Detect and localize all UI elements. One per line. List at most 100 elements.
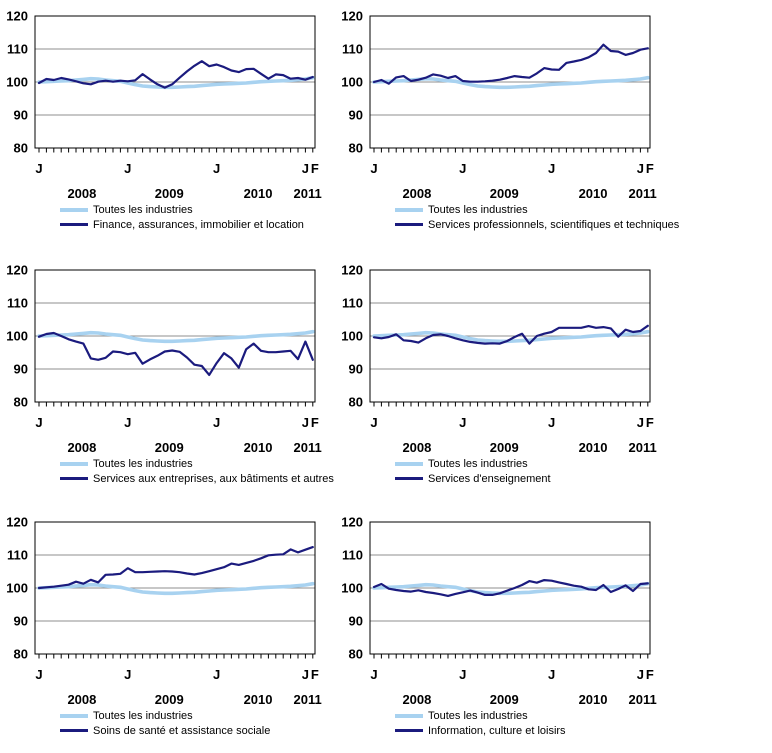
- legend: Toutes les industries Services professio…: [395, 203, 679, 232]
- x-month-label: J: [35, 161, 42, 176]
- legend-label: Toutes les industries: [93, 204, 193, 217]
- x-year-label-2011: 2011: [294, 692, 322, 707]
- y-axis-label-90: 90: [349, 362, 363, 377]
- x-month-label: F: [646, 415, 654, 430]
- x-month-label: J: [637, 667, 644, 682]
- legend-label: Services professionnels, scientifiques e…: [428, 218, 680, 231]
- industry-line-swatch: [60, 729, 88, 733]
- y-axis-label-80: 80: [14, 141, 28, 156]
- x-month-label: J: [459, 161, 466, 176]
- x-year-label-2009: 2009: [490, 186, 519, 201]
- y-axis-label-120: 120: [6, 9, 28, 24]
- industry-line-swatch: [60, 477, 88, 481]
- x-month-label: F: [646, 161, 654, 176]
- x-month-label: J: [637, 161, 644, 176]
- y-axis-label-110: 110: [7, 42, 28, 57]
- all-industries-line-swatch: [395, 208, 423, 213]
- x-month-label: J: [459, 667, 466, 682]
- x-year-label-2008: 2008: [67, 186, 96, 201]
- x-year-label-2009: 2009: [155, 440, 184, 455]
- chart-cell-services-professionnels: 120 110 100 90 80 J J J J F 2008 2009 2010 2011 Toute…: [335, 6, 679, 246]
- legend-label: Toutes les industries: [428, 710, 528, 723]
- x-month-label: J: [637, 415, 644, 430]
- industry-line-swatch: [395, 477, 423, 481]
- y-axis-label-120: 120: [341, 515, 363, 530]
- x-year-label-2010: 2010: [579, 186, 608, 201]
- all-industries-line-swatch: [60, 208, 88, 213]
- x-year-label-2008: 2008: [402, 692, 431, 707]
- all-industries-line-swatch: [395, 462, 423, 467]
- y-axis-label-100: 100: [6, 75, 28, 90]
- plot-frame: [369, 269, 651, 403]
- x-month-label: J: [548, 415, 555, 430]
- y-axis-label-100: 100: [341, 75, 363, 90]
- x-month-label: J: [302, 667, 309, 682]
- x-month-label: F: [311, 161, 319, 176]
- y-axis-label-90: 90: [14, 362, 28, 377]
- y-axis-label-110: 110: [7, 296, 28, 311]
- x-month-label: J: [35, 415, 42, 430]
- legend-row-industry: Services d'enseignement: [395, 472, 551, 487]
- x-year-label-2011: 2011: [294, 440, 322, 455]
- y-axis-label-80: 80: [349, 647, 363, 662]
- x-month-label: F: [311, 415, 319, 430]
- legend-row-all-industries: Toutes les industries: [60, 709, 270, 724]
- x-month-label: J: [213, 161, 220, 176]
- y-axis-label-100: 100: [341, 581, 363, 596]
- y-axis-label-90: 90: [349, 614, 363, 629]
- x-year-label-2010: 2010: [244, 186, 273, 201]
- x-year-label-2008: 2008: [402, 440, 431, 455]
- legend: Toutes les industries Soins de santé et …: [60, 709, 270, 738]
- legend-row-all-industries: Toutes les industries: [60, 203, 304, 218]
- series-line-industry: [372, 324, 649, 345]
- y-axis-label-120: 120: [6, 263, 28, 278]
- legend: Toutes les industries Information, cultu…: [395, 709, 566, 738]
- x-year-label-2008: 2008: [67, 692, 96, 707]
- y-axis-label-110: 110: [342, 548, 363, 563]
- chart-cell-finance: 120 110 100 90 80 J J J J F 2008 2009 2010 2011 Toute…: [0, 6, 335, 246]
- legend-row-industry: Services professionnels, scientifiques e…: [395, 218, 679, 233]
- y-axis-label-100: 100: [6, 329, 28, 344]
- x-year-label-2010: 2010: [244, 692, 273, 707]
- legend-row-all-industries: Toutes les industries: [395, 457, 551, 472]
- y-axis-label-90: 90: [14, 108, 28, 123]
- y-axis-label-80: 80: [349, 141, 363, 156]
- legend-row-industry: Soins de santé et assistance sociale: [60, 724, 270, 739]
- x-month-label: J: [548, 161, 555, 176]
- y-axis-label-80: 80: [14, 395, 28, 410]
- series-line-industry: [37, 331, 314, 377]
- x-month-label: J: [124, 667, 131, 682]
- x-year-label-2010: 2010: [579, 692, 608, 707]
- chart-cell-enseignement: 120 110 100 90 80 J J J J F 2008 2009 2010 2011 Toute…: [335, 260, 670, 500]
- legend-label: Toutes les industries: [93, 710, 193, 723]
- y-axis-label-110: 110: [7, 548, 28, 563]
- plot-frame: [34, 15, 316, 149]
- y-axis-label-80: 80: [14, 647, 28, 662]
- x-year-label-2011: 2011: [629, 692, 657, 707]
- y-axis-label-120: 120: [341, 9, 363, 24]
- y-axis-label-90: 90: [14, 614, 28, 629]
- legend: Toutes les industries Services aux entre…: [60, 457, 334, 486]
- chart-cell-soins-sante: 120 110 100 90 80 J J J J F 2008 2009 2010 2011 Toute…: [0, 512, 335, 752]
- legend: Toutes les industries Finance, assurance…: [60, 203, 304, 232]
- x-month-label: F: [311, 667, 319, 682]
- all-industries-line-swatch: [60, 714, 88, 719]
- legend-label: Services aux entreprises, aux bâtiments …: [93, 472, 334, 485]
- y-axis-label-120: 120: [341, 263, 363, 278]
- y-axis-label-100: 100: [341, 329, 363, 344]
- all-industries-line-swatch: [395, 714, 423, 719]
- x-month-label: J: [302, 161, 309, 176]
- x-month-label: J: [124, 415, 131, 430]
- x-year-label-2011: 2011: [629, 186, 657, 201]
- x-year-label-2009: 2009: [155, 186, 184, 201]
- x-month-label: J: [370, 415, 377, 430]
- series-line-industry: [372, 43, 649, 85]
- legend-label: Toutes les industries: [93, 458, 193, 471]
- x-month-label: J: [124, 161, 131, 176]
